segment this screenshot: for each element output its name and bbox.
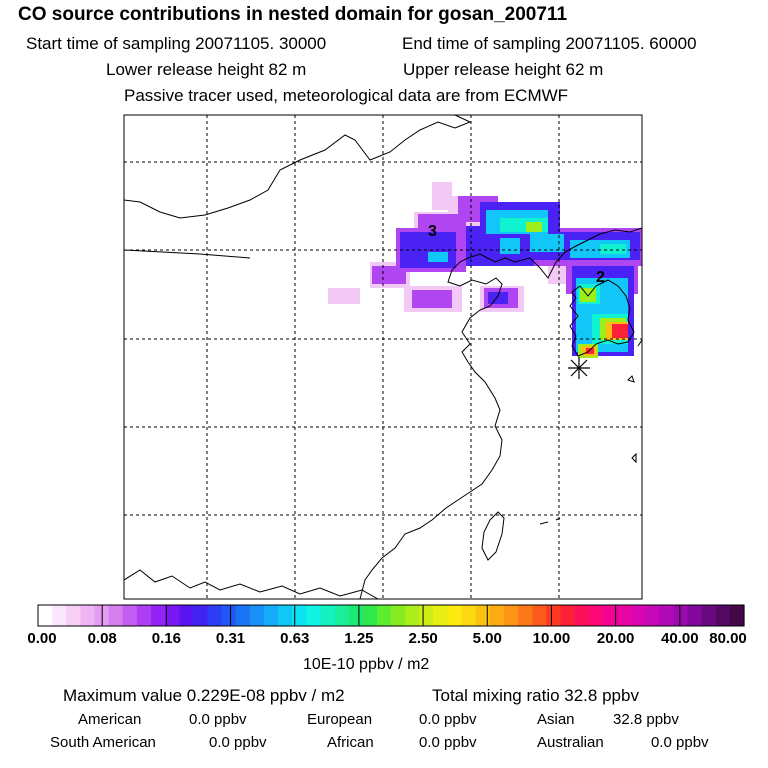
colorbar-cell xyxy=(150,605,166,626)
colorbar-cell xyxy=(715,605,731,626)
colorbar-cell xyxy=(588,605,604,626)
colorbar-tick: 20.00 xyxy=(596,630,635,647)
colorbar-cell xyxy=(574,605,590,626)
colorbar-cell xyxy=(348,605,364,626)
region-name: European xyxy=(307,711,373,728)
colorbar-cell xyxy=(249,605,265,626)
colorbar-cell xyxy=(292,605,307,626)
colorbar-tick: 1.25 xyxy=(344,630,374,647)
asterisk-receptor-icon xyxy=(568,357,590,379)
colorbar-cell xyxy=(306,605,321,626)
region-name: Asian xyxy=(537,711,575,728)
colorbar-cell xyxy=(560,605,576,626)
colorbar-cell xyxy=(179,605,194,626)
colorbar xyxy=(37,604,745,627)
coastlines xyxy=(124,115,642,599)
rank-label: 2 xyxy=(596,269,605,286)
colorbar-tick: 5.00 xyxy=(472,630,502,647)
colorbar-cell xyxy=(235,605,251,626)
colorbar-separators xyxy=(37,605,745,626)
colorbar-frame xyxy=(37,604,745,627)
region-name: African xyxy=(327,734,374,751)
colorbar-cell xyxy=(52,605,67,626)
field-level-red xyxy=(586,324,628,354)
colorbar-cell xyxy=(334,605,350,626)
colorbar-tick: 2.50 xyxy=(408,630,438,647)
colorbar-cells xyxy=(38,605,745,626)
colorbar-cell xyxy=(489,605,505,626)
region-value: 0.0 ppbv xyxy=(651,734,709,751)
colorbar-tick: 0.08 xyxy=(87,630,117,647)
colorbar-cell xyxy=(362,605,378,626)
plot-title: CO source contributions in nested domain… xyxy=(18,4,568,25)
colorbar-cell xyxy=(193,605,209,626)
region-value: 32.8 ppbv xyxy=(613,711,679,728)
colorbar-cell xyxy=(602,605,618,626)
colorbar-cell xyxy=(659,605,674,626)
colorbar-cell xyxy=(136,605,152,626)
region-value: 0.0 ppbv xyxy=(189,711,247,728)
colorbar-cell xyxy=(729,605,745,626)
colorbar-tick: 0.16 xyxy=(151,630,181,647)
colorbar-cell xyxy=(673,605,689,626)
colorbar-cell xyxy=(503,605,519,626)
lat-lon-grid xyxy=(124,115,642,599)
colorbar-unit: 10E-10 ppbv / m2 xyxy=(303,656,430,673)
colorbar-cell xyxy=(532,605,547,626)
colorbar-cell xyxy=(405,605,420,626)
region-name: Australian xyxy=(537,734,604,751)
colorbar-cell xyxy=(645,605,660,626)
colorbar-cell xyxy=(687,605,703,626)
colorbar-cell xyxy=(447,605,463,626)
colorbar-cell xyxy=(616,605,632,626)
upper-release-height-label: Upper release height 62 m xyxy=(403,60,604,79)
start-time-label: Start time of sampling 20071105. 30000 xyxy=(26,34,327,53)
colorbar-cell xyxy=(631,605,646,626)
colorbar-cell xyxy=(108,605,124,626)
colorbar-cell xyxy=(376,605,392,626)
region-value: 0.0 ppbv xyxy=(419,711,477,728)
region-value: 0.0 ppbv xyxy=(419,734,477,751)
colorbar-cell xyxy=(80,605,96,626)
total-mixing-ratio: Total mixing ratio 32.8 ppbv xyxy=(432,686,639,705)
colorbar-cell xyxy=(546,605,562,626)
end-time-label: End time of sampling 20071105. 60000 xyxy=(402,34,697,53)
rank-label: 3 xyxy=(428,223,437,240)
colorbar-cell xyxy=(207,605,223,626)
colorbar-cell xyxy=(66,605,81,626)
colorbar-cell xyxy=(391,605,406,626)
colorbar-tick: 80.00 xyxy=(709,630,747,647)
colorbar-cell xyxy=(475,605,491,626)
colorbar-cell xyxy=(278,605,293,626)
colorbar-cell xyxy=(701,605,717,626)
lower-release-height-label: Lower release height 82 m xyxy=(106,60,307,79)
map-frame xyxy=(123,114,643,600)
region-value: 0.0 ppbv xyxy=(209,734,267,751)
colorbar-cell xyxy=(38,605,53,626)
colorbar-cell xyxy=(165,605,180,626)
region-name: American xyxy=(78,711,142,728)
colorbar-tick: 40.00 xyxy=(661,630,699,647)
colorbar-cell xyxy=(263,605,279,626)
colorbar-cell xyxy=(419,605,434,626)
colorbar-cell xyxy=(518,605,533,626)
tracer-note: Passive tracer used, meteorological data… xyxy=(124,86,569,105)
region-name: South American xyxy=(50,734,156,751)
colorbar-tick: 10.00 xyxy=(532,630,571,647)
colorbar-cell xyxy=(320,605,336,626)
colorbar-cell xyxy=(461,605,477,626)
colorbar-cell xyxy=(122,605,138,626)
colorbar-cell xyxy=(221,605,237,626)
colorbar-tick: 0.00 xyxy=(27,630,57,647)
colorbar-tick: 0.63 xyxy=(280,630,310,647)
maximum-value: Maximum value 0.229E-08 ppbv / m2 xyxy=(63,686,345,705)
colorbar-cell xyxy=(433,605,449,626)
colorbar-tick: 0.31 xyxy=(215,630,246,647)
